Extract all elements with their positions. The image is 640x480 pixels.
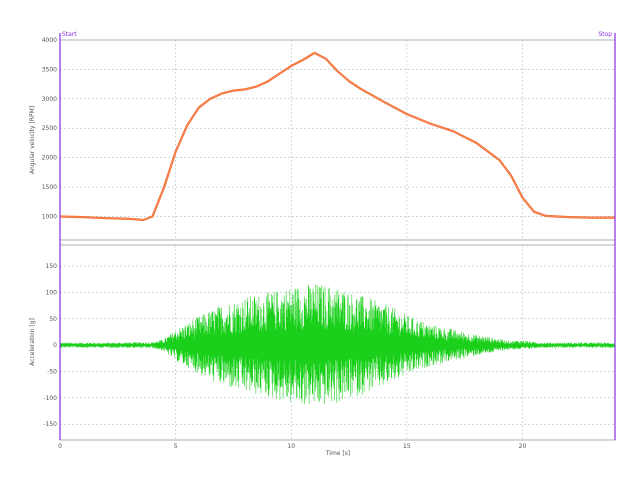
velocity-series-highlight: [59, 52, 615, 221]
acceleration-y-tick-label: -50: [47, 368, 57, 375]
acceleration-y-tick-label: 0: [53, 342, 57, 349]
velocity-series-line: [59, 51, 615, 222]
acceleration-y-tick-label: 50: [49, 316, 57, 323]
acceleration-y-tick-label: 150: [46, 263, 58, 270]
acceleration-y-tick-label: -150: [43, 421, 57, 428]
acceleration-x-tick-label: 10: [287, 443, 295, 450]
acceleration-x-tick-label: 5: [174, 443, 178, 450]
velocity-y-tick-label: 4000: [42, 37, 57, 44]
acceleration-y-tick-label: -100: [43, 395, 57, 402]
velocity-y-tick-label: 1000: [42, 213, 57, 220]
acceleration-x-tick-label: 15: [403, 443, 411, 450]
start-marker-label: Start: [62, 31, 77, 38]
velocity-horizontal-grid: [60, 39, 615, 217]
velocity-y-tick-labels: 4000 3500 3000 2500 2000 1500 1000: [42, 37, 57, 220]
velocity-vertical-grid: [175, 40, 523, 240]
acceleration-x-tick-label: 20: [519, 443, 527, 450]
time-x-axis-label: Time [s]: [325, 450, 350, 457]
velocity-y-tick-label: 2500: [42, 125, 57, 132]
acceleration-x-tick-label: 0: [58, 443, 62, 450]
velocity-y-axis-label: Angular velocity [RPM]: [29, 106, 36, 174]
velocity-y-tick-label: 1500: [42, 184, 57, 191]
acceleration-y-tick-labels: 150 100 50 0 -50 -100 -150: [43, 263, 57, 428]
velocity-y-tick-label: 3000: [42, 96, 57, 103]
acceleration-y-tick-label: 100: [46, 289, 58, 296]
start-marker[interactable]: Start: [59, 31, 77, 440]
acceleration-panel: 150 100 50 0 -50 -100 -150 0 5 10 15 20 Accelerati…: [29, 244, 616, 457]
acceleration-x-tick-labels: 0 5 10 15 20: [58, 443, 526, 450]
velocity-y-tick-label: 3500: [42, 66, 57, 73]
stop-marker[interactable]: Stop: [598, 31, 616, 440]
velocity-panel: 4000 3500 3000 2500 2000 1500 1000 Angular vel…: [29, 37, 616, 241]
stop-marker-label: Stop: [598, 31, 612, 38]
velocity-y-tick-label: 2000: [42, 155, 57, 162]
acceleration-signal: [59, 284, 616, 405]
acceleration-y-axis-label: Acceleration [g]: [29, 318, 36, 366]
